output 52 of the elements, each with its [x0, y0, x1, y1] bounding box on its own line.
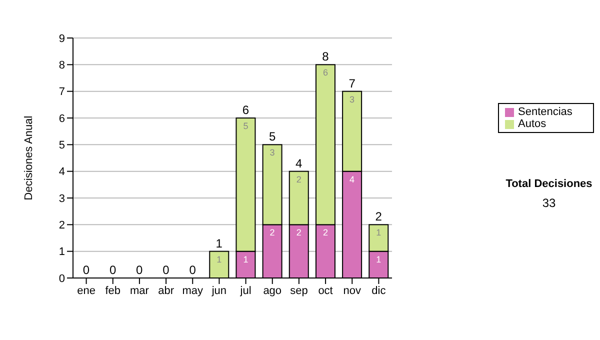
total-label: 0 [136, 263, 144, 277]
data-label: 3 [270, 148, 275, 158]
x-tick-label: oct [318, 284, 333, 297]
total-label: 0 [82, 263, 90, 277]
x-tick-label: nov [343, 284, 362, 297]
text: 33 [541, 196, 557, 210]
y-tick-label: 8 [58, 60, 65, 72]
total-label: 0 [109, 263, 116, 277]
y-tick-label: 3 [58, 192, 65, 205]
x-tick-label: ago [263, 284, 282, 297]
legend-label: Sentencias [518, 106, 572, 118]
total-label: 5 [268, 130, 276, 144]
x-tick-label: jul [239, 284, 252, 297]
data-label: 4 [350, 174, 355, 184]
data-label: 3 [350, 94, 355, 104]
x-tick-label: abr [158, 284, 174, 297]
legend-label: Autos [518, 118, 546, 130]
y-tick-label: 7 [58, 86, 65, 98]
y-axis-title: Decisiones Anual [22, 116, 35, 200]
total-label: 8 [322, 50, 330, 64]
data-label: 2 [270, 228, 275, 238]
x-tick-label: jun [210, 284, 227, 297]
total-label: 6 [242, 103, 250, 117]
total-label: 4 [296, 156, 303, 170]
total-label: 0 [162, 263, 170, 277]
total-label: 1 [216, 236, 223, 250]
total-label: 2 [375, 210, 382, 224]
data-label: 1 [376, 254, 382, 264]
y-tick-label: 0 [58, 272, 65, 285]
total-label: 0 [189, 263, 196, 277]
x-tick-label: dic [372, 284, 386, 297]
data-label: 2 [296, 228, 302, 238]
x-tick-label: may [182, 284, 204, 297]
data-label: 1 [243, 254, 248, 264]
x-tick-label: mar [130, 284, 150, 297]
data-label: 2 [296, 174, 302, 184]
y-tick-label: 6 [58, 112, 65, 125]
data-label: 6 [322, 68, 328, 78]
total-label: 7 [348, 76, 356, 90]
y-tick-label: 5 [58, 140, 65, 152]
y-tick-label: 4 [58, 166, 65, 178]
x-tick-label: ene [77, 284, 96, 297]
x-tick-label: feb [105, 284, 121, 297]
y-tick-label: 2 [58, 220, 65, 232]
data-label: 1 [216, 254, 222, 264]
data-label: 1 [376, 228, 382, 238]
x-tick-label: sep [290, 284, 308, 297]
y-tick-label: 1 [58, 246, 65, 258]
data-label: 2 [322, 228, 328, 238]
text: Total Decisiones [504, 178, 594, 190]
y-tick-label: 9 [58, 32, 65, 45]
data-label: 5 [243, 121, 248, 131]
